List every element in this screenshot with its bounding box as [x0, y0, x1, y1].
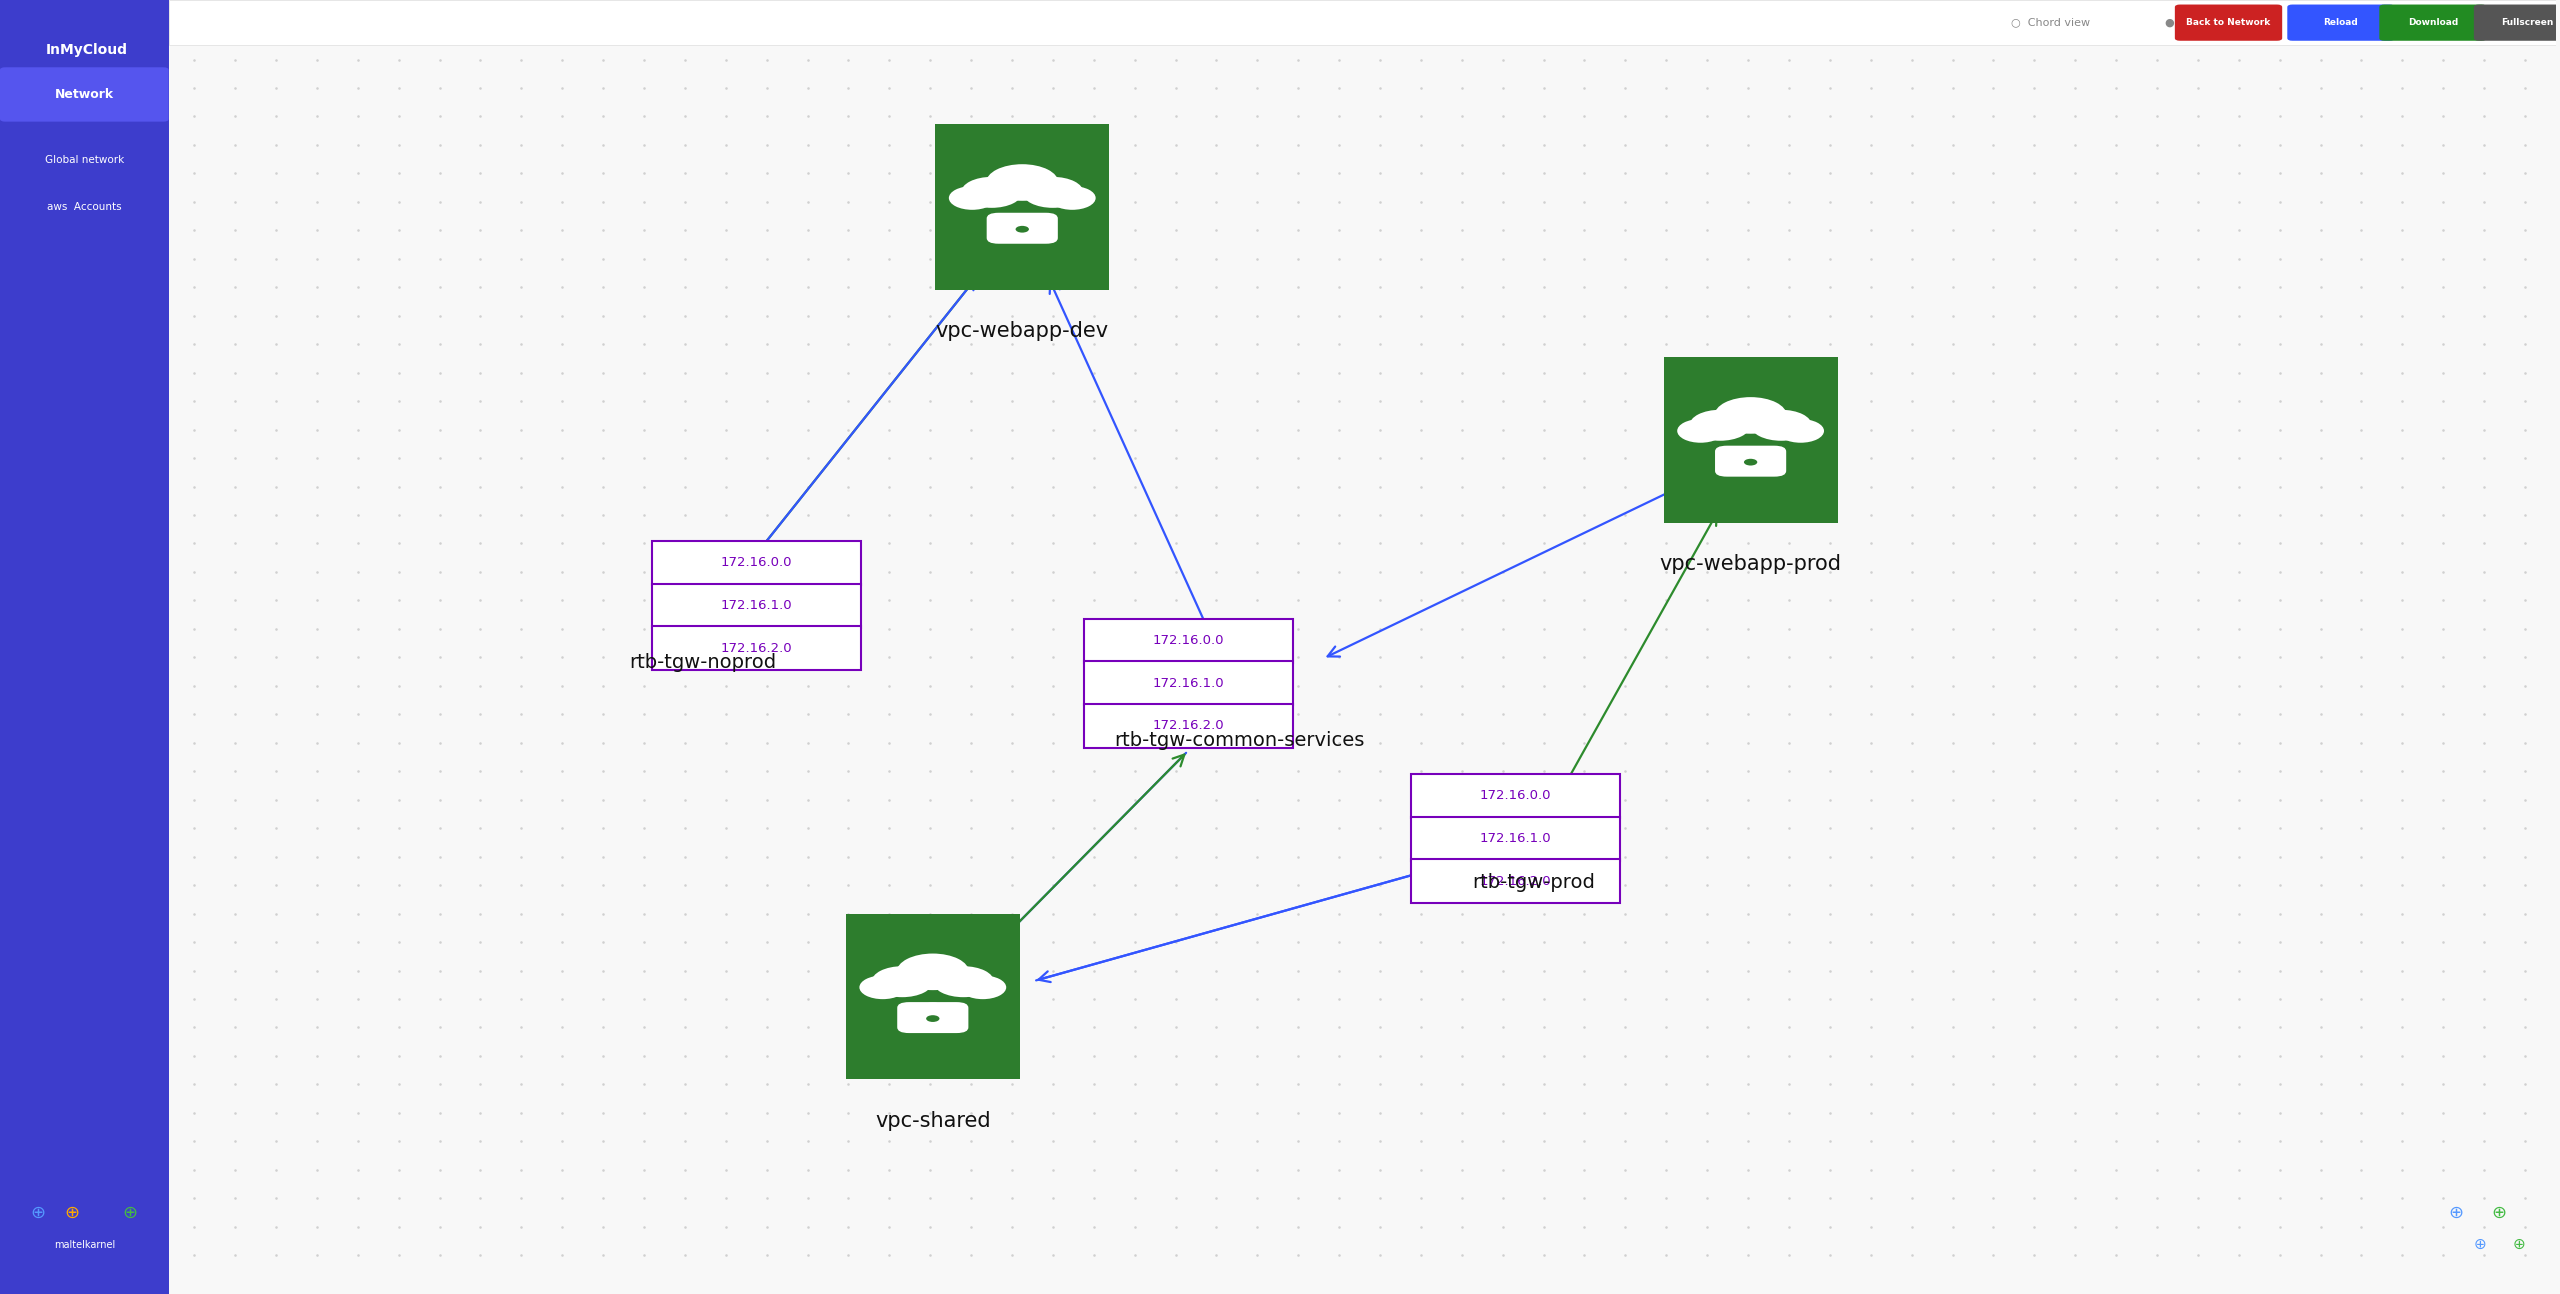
Text: vpc-shared: vpc-shared [876, 1110, 991, 1131]
Text: ⊕: ⊕ [2491, 1203, 2506, 1222]
Circle shape [932, 967, 993, 998]
Text: rtb-tgw-prod: rtb-tgw-prod [1472, 873, 1595, 893]
Circle shape [1777, 419, 1825, 443]
Circle shape [1050, 186, 1096, 210]
FancyBboxPatch shape [1411, 817, 1620, 861]
FancyBboxPatch shape [965, 186, 1080, 197]
FancyBboxPatch shape [934, 124, 1108, 290]
Text: 172.16.2.0: 172.16.2.0 [1152, 719, 1224, 732]
FancyBboxPatch shape [896, 1002, 970, 1034]
Circle shape [896, 954, 968, 990]
FancyBboxPatch shape [2286, 5, 2394, 40]
Circle shape [1715, 397, 1787, 433]
FancyBboxPatch shape [653, 626, 860, 670]
FancyBboxPatch shape [0, 67, 169, 122]
Text: Network: Network [54, 88, 113, 101]
FancyBboxPatch shape [169, 0, 2555, 45]
Text: ⊕: ⊕ [2473, 1237, 2486, 1253]
Text: aws  Accounts: aws Accounts [46, 202, 123, 212]
Text: 172.16.0.0: 172.16.0.0 [722, 556, 791, 569]
FancyBboxPatch shape [653, 541, 860, 585]
Text: rtb-tgw-common-services: rtb-tgw-common-services [1114, 731, 1364, 751]
Text: ⊕: ⊕ [2447, 1203, 2463, 1222]
Circle shape [1021, 177, 1083, 208]
FancyBboxPatch shape [1692, 419, 1810, 430]
FancyBboxPatch shape [876, 976, 991, 986]
Text: ⊕: ⊕ [2511, 1237, 2524, 1253]
Circle shape [960, 177, 1021, 208]
Text: Back to Network: Back to Network [2186, 18, 2271, 27]
Text: 172.16.1.0: 172.16.1.0 [1152, 677, 1224, 690]
Text: ●  Computed view: ● Computed view [2166, 18, 2268, 27]
Text: 172.16.2.0: 172.16.2.0 [722, 642, 791, 655]
Text: rtb-tgw-noprod: rtb-tgw-noprod [630, 653, 776, 673]
Circle shape [1016, 226, 1029, 233]
Text: vpc-webapp-dev: vpc-webapp-dev [937, 321, 1108, 342]
FancyBboxPatch shape [1411, 859, 1620, 903]
Text: ○  Chord view: ○ Chord view [2012, 18, 2092, 27]
FancyBboxPatch shape [1664, 357, 1838, 523]
Text: InMyCloud: InMyCloud [46, 43, 128, 57]
Text: ⊕: ⊕ [123, 1203, 138, 1222]
FancyBboxPatch shape [0, 0, 169, 1294]
FancyBboxPatch shape [1715, 445, 1787, 477]
Text: Fullscreen: Fullscreen [2501, 18, 2555, 27]
Circle shape [950, 186, 996, 210]
Circle shape [960, 976, 1006, 999]
Text: 172.16.2.0: 172.16.2.0 [1480, 875, 1551, 888]
Text: Global network: Global network [44, 155, 123, 166]
FancyBboxPatch shape [1083, 704, 1293, 748]
FancyBboxPatch shape [986, 212, 1060, 245]
Circle shape [1690, 410, 1751, 441]
Text: maltelkarnel: maltelkarnel [54, 1240, 115, 1250]
FancyBboxPatch shape [2473, 5, 2560, 40]
FancyBboxPatch shape [2176, 5, 2281, 40]
FancyBboxPatch shape [1083, 661, 1293, 705]
Circle shape [870, 967, 932, 998]
Circle shape [1677, 419, 1723, 443]
Text: Download: Download [2409, 18, 2458, 27]
Text: 172.16.1.0: 172.16.1.0 [722, 599, 791, 612]
Text: ⊕: ⊕ [64, 1203, 79, 1222]
Text: 172.16.0.0: 172.16.0.0 [1152, 634, 1224, 647]
Circle shape [927, 1016, 940, 1022]
Text: vpc-webapp-prod: vpc-webapp-prod [1659, 554, 1841, 575]
Text: 172.16.0.0: 172.16.0.0 [1480, 789, 1551, 802]
Circle shape [1743, 459, 1756, 466]
Circle shape [1751, 410, 1812, 441]
FancyBboxPatch shape [845, 914, 1019, 1079]
Circle shape [860, 976, 906, 999]
Text: 172.16.1.0: 172.16.1.0 [1480, 832, 1551, 845]
FancyBboxPatch shape [1411, 774, 1620, 818]
Circle shape [986, 164, 1057, 201]
FancyBboxPatch shape [1083, 619, 1293, 663]
FancyBboxPatch shape [2378, 5, 2486, 40]
FancyBboxPatch shape [653, 584, 860, 628]
Text: ⊕: ⊕ [31, 1203, 46, 1222]
Text: Reload: Reload [2324, 18, 2358, 27]
